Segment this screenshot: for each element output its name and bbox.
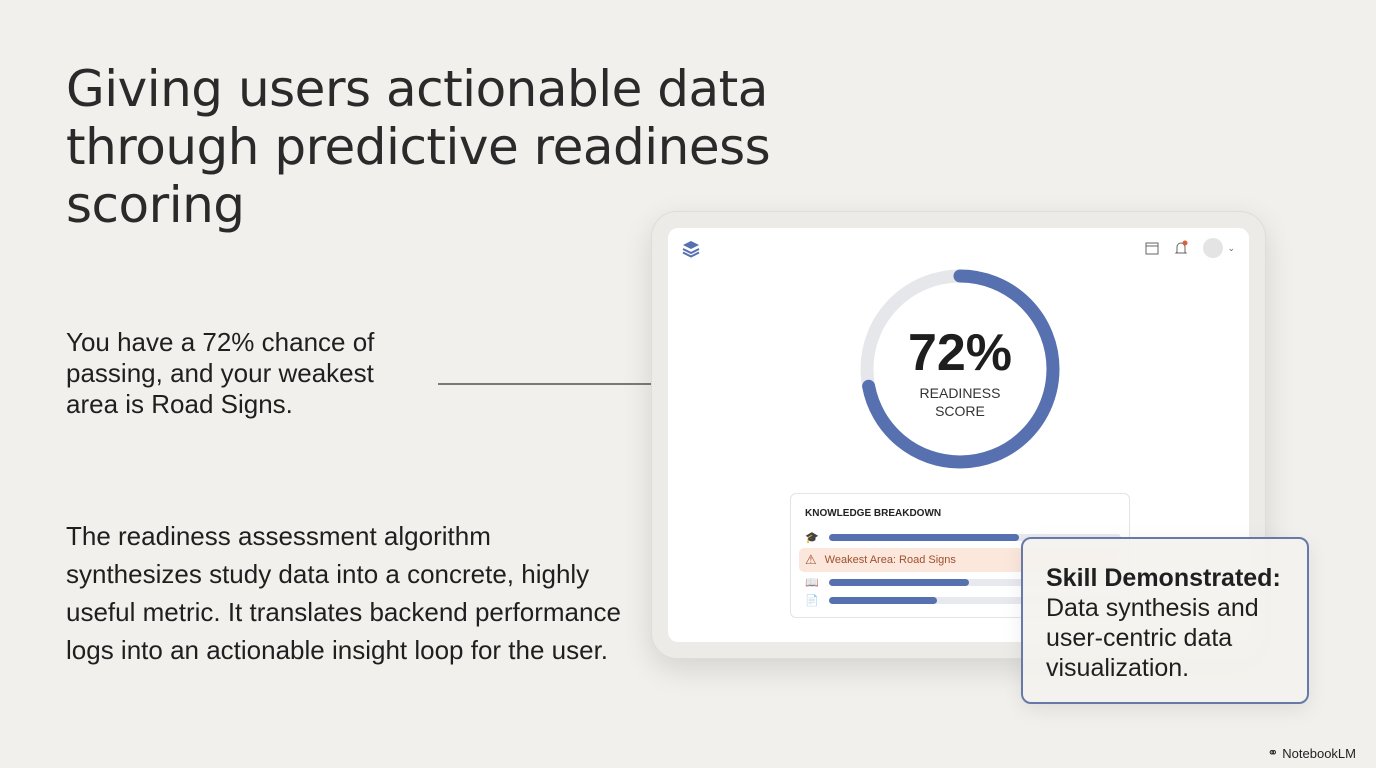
progress-fill	[828, 533, 1019, 541]
breakdown-row: 📖	[805, 574, 1121, 590]
breakdown-title: KNOWLEDGE BREAKDOWN	[805, 508, 942, 519]
skill-callout: Skill Demonstrated: Data synthesis and us…	[1021, 537, 1309, 704]
progress-fill	[828, 578, 969, 586]
readiness-score: 72%	[907, 324, 1013, 382]
notebooklm-icon: ⚭	[1267, 745, 1279, 760]
brand-logo: ⚭ NotebookLM	[1267, 745, 1356, 761]
label-line-2: SCORE	[935, 403, 985, 419]
brand-name: NotebookLM	[1282, 745, 1356, 761]
page-title: Giving users actionable data through pre…	[66, 60, 771, 234]
progress-fill	[828, 596, 937, 604]
breakdown-row: 🎓	[805, 529, 1121, 545]
layers-logo-icon	[682, 241, 700, 258]
tablet-mockup: ⌄ 72% READINESS SCORE KNOWLEDGE BREAKDOWN…	[651, 211, 1266, 659]
calendar-icon[interactable]	[1145, 241, 1159, 255]
progress-bar	[828, 578, 1121, 586]
label-line-1: READINESS	[919, 385, 1001, 401]
lead-text: You have a 72% chance of passing, and yo…	[66, 327, 375, 419]
ring-progress	[860, 269, 1060, 469]
readiness-label: READINESS SCORE	[860, 384, 1060, 420]
bell-icon[interactable]	[1173, 240, 1189, 256]
weakest-area-label: Weakest Area: Road Signs	[824, 554, 956, 566]
progress-bar	[828, 533, 1121, 541]
breakdown-row: 📄	[805, 592, 1121, 608]
chevron-down-icon: ⌄	[1227, 242, 1235, 253]
document-icon: 📄	[805, 594, 819, 607]
graduation-cap-icon: 🎓	[805, 531, 819, 544]
account-menu[interactable]: ⌄	[1203, 238, 1235, 258]
callout-text: Data synthesis and user-centric data vis…	[1046, 594, 1259, 682]
warning-icon: ⚠	[805, 552, 817, 567]
callout-heading: Skill Demonstrated:	[1046, 564, 1281, 592]
progress-bar	[828, 596, 1121, 604]
book-icon: 📖	[805, 576, 819, 589]
avatar[interactable]	[1203, 238, 1224, 258]
body-text: The readiness assessment algorithm synth…	[66, 521, 621, 665]
readiness-ring	[860, 269, 1060, 469]
